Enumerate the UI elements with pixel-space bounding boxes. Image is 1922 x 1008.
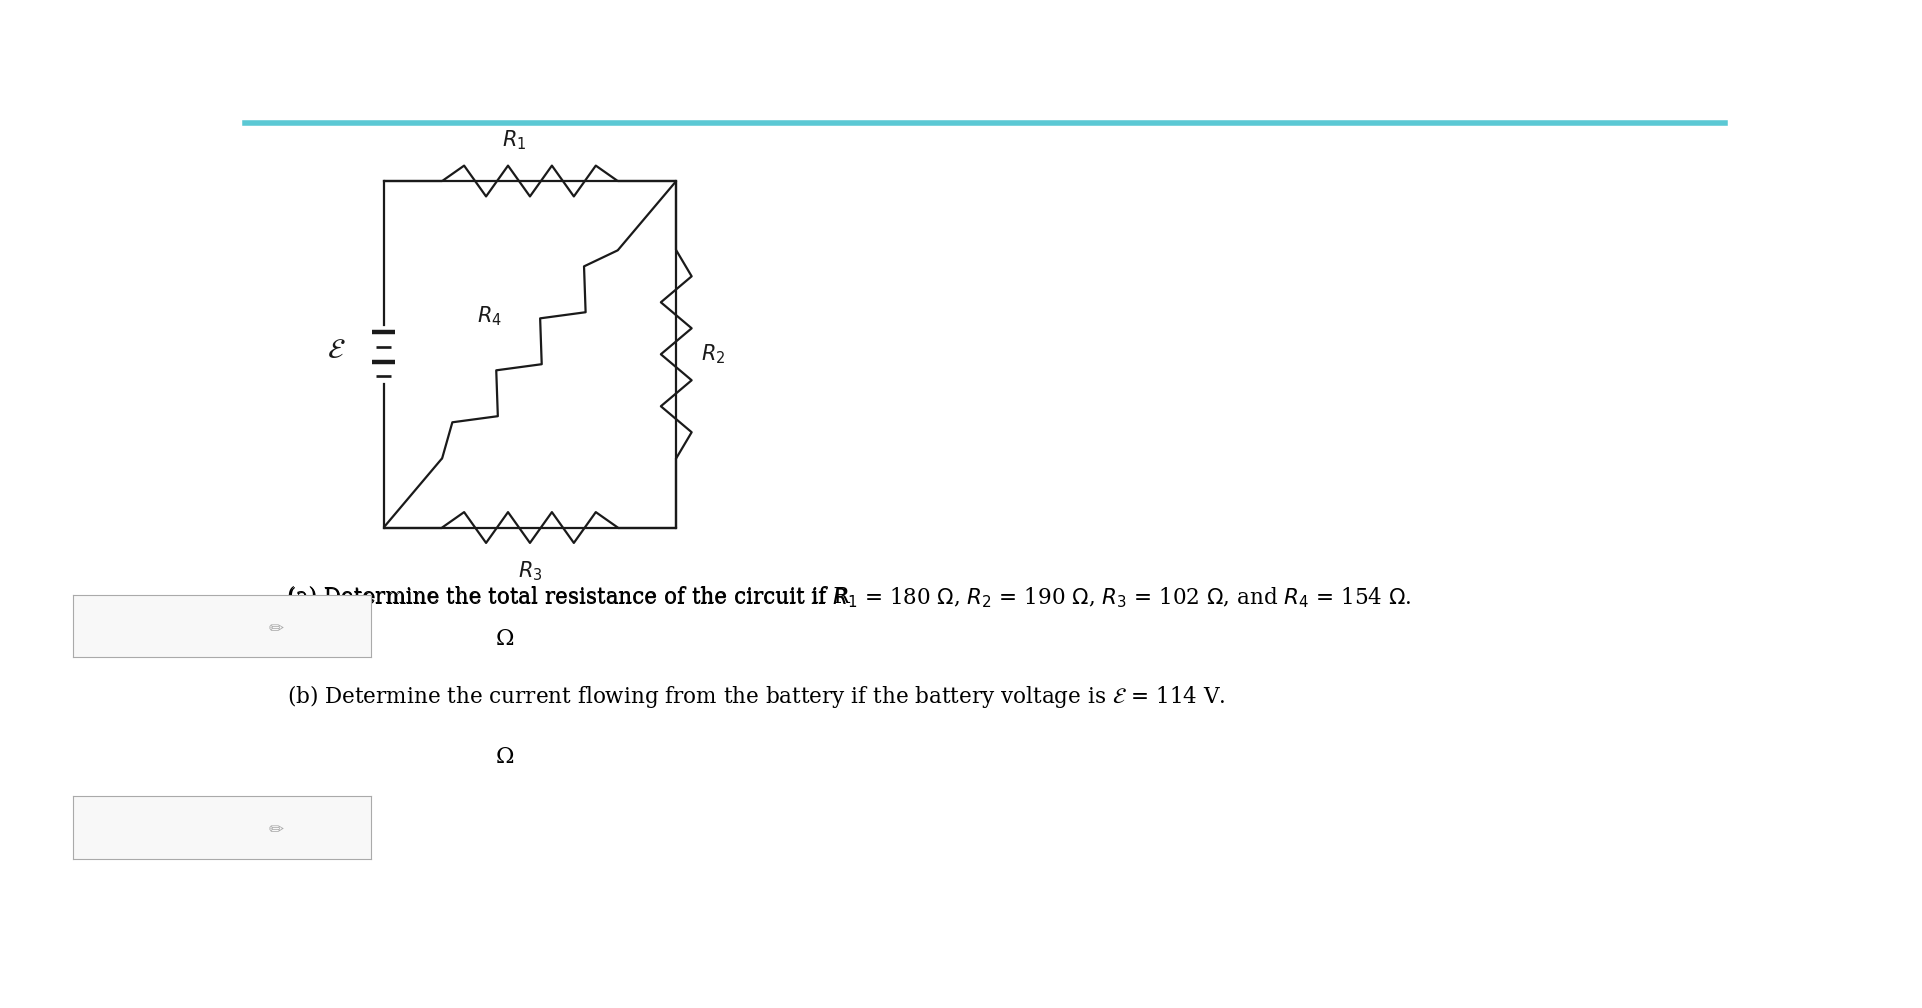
Text: $R_3$: $R_3$ [517,559,542,584]
Text: ✏: ✏ [267,822,283,840]
Text: (a) Determine the total resistance of the circuit if $R_1$ = 180 $\Omega$, $R_2$: (a) Determine the total resistance of th… [288,586,1413,611]
Text: Ω: Ω [496,746,513,768]
Text: $R_4$: $R_4$ [477,304,502,328]
Text: $R_2$: $R_2$ [702,343,725,366]
Text: Ω: Ω [496,628,513,650]
Text: (b) Determine the current flowing from the battery if the battery voltage is $\m: (b) Determine the current flowing from t… [288,683,1226,710]
Text: $\mathcal{E}$: $\mathcal{E}$ [327,337,346,364]
Text: ✏: ✏ [267,620,283,638]
Text: $R_1$: $R_1$ [502,128,527,152]
Text: (a) Determine the total resistance of the circuit if R: (a) Determine the total resistance of th… [288,586,850,607]
